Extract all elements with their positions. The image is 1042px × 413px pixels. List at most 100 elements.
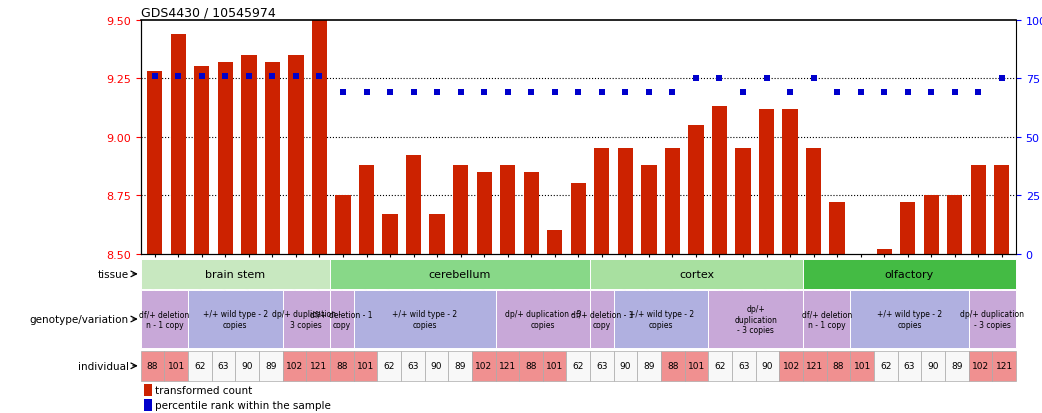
Bar [330,351,353,381]
Text: cortex: cortex [679,269,714,279]
Text: 63: 63 [218,361,229,370]
Bar [571,184,586,254]
Text: 102: 102 [475,361,492,370]
Bar [590,291,614,348]
Bar [638,351,661,381]
Text: +/+ wild type - 2
copies: +/+ wild type - 2 copies [877,310,942,329]
Text: df/+ deletion
n - 1 copy: df/+ deletion n - 1 copy [140,310,190,329]
Text: 121: 121 [807,361,823,370]
Bar [496,291,590,348]
Bar [618,149,632,254]
Bar [377,351,401,381]
Text: 89: 89 [454,361,466,370]
Text: 62: 62 [573,361,584,370]
Text: 62: 62 [194,361,205,370]
Bar [218,63,233,254]
Bar [453,165,468,254]
Bar [803,291,850,348]
Text: 121: 121 [499,361,516,370]
Bar [590,259,803,289]
Text: dp/+ duplication - 3
copies: dp/+ duplication - 3 copies [504,310,581,329]
Bar [992,351,1016,381]
Bar [306,351,330,381]
Bar [590,351,614,381]
Bar [406,156,421,254]
Text: 90: 90 [927,361,939,370]
Bar [141,351,165,381]
Bar [779,351,803,381]
Text: 101: 101 [688,361,705,370]
Text: 63: 63 [903,361,915,370]
Text: 63: 63 [407,361,419,370]
Bar [472,351,496,381]
Bar [519,351,543,381]
Text: df/+ deletion
n - 1 copy: df/+ deletion n - 1 copy [801,310,851,329]
Bar [353,351,377,381]
Bar [147,72,163,254]
Bar [829,203,845,254]
Text: 102: 102 [783,361,800,370]
Text: 88: 88 [833,361,844,370]
Bar [945,351,969,381]
Bar [141,291,188,348]
Bar [144,384,152,396]
Bar [547,231,563,254]
Bar [969,291,1016,348]
Bar [567,351,590,381]
Bar [709,291,803,348]
Text: 90: 90 [762,361,773,370]
Bar [733,351,755,381]
Bar [850,291,969,348]
Bar [736,149,750,254]
Bar [971,165,986,254]
Text: 88: 88 [336,361,347,370]
Bar [476,172,492,254]
Text: 62: 62 [383,361,395,370]
Bar [665,149,680,254]
Text: 89: 89 [265,361,276,370]
Bar [429,214,445,254]
Bar [614,291,709,348]
Bar [188,351,212,381]
Text: +/+ wild type - 2
copies: +/+ wild type - 2 copies [392,310,457,329]
Text: brain stem: brain stem [205,269,266,279]
Bar [194,67,209,254]
Bar [235,351,259,381]
Text: 89: 89 [951,361,963,370]
Text: 88: 88 [667,361,678,370]
Bar [685,351,709,381]
Bar [805,149,821,254]
Bar [188,291,282,348]
Bar [171,35,185,254]
Bar [523,172,539,254]
Text: 88: 88 [147,361,158,370]
Text: 101: 101 [546,361,564,370]
Bar [594,149,610,254]
Bar [661,351,685,381]
Bar [921,351,945,381]
Bar [165,351,188,381]
Bar [358,165,374,254]
Text: 101: 101 [356,361,374,370]
Bar [969,351,992,381]
Bar [141,259,330,289]
Text: dp/+ duplication -
3 copies: dp/+ duplication - 3 copies [272,310,341,329]
Bar [874,351,897,381]
Text: individual: individual [78,361,129,371]
Bar [543,351,567,381]
Text: cerebellum: cerebellum [429,269,491,279]
Bar [947,196,963,254]
Bar [259,351,282,381]
Text: 121: 121 [995,361,1013,370]
Text: 102: 102 [972,361,989,370]
Bar [496,351,519,381]
Text: transformed count: transformed count [155,385,252,395]
Bar [330,259,590,289]
Bar [353,291,496,348]
Text: 90: 90 [242,361,253,370]
Bar [242,56,256,254]
Text: dp/+
duplication
- 3 copies: dp/+ duplication - 3 copies [735,304,777,334]
Bar [994,165,1010,254]
Text: 88: 88 [525,361,537,370]
Text: 101: 101 [168,361,184,370]
